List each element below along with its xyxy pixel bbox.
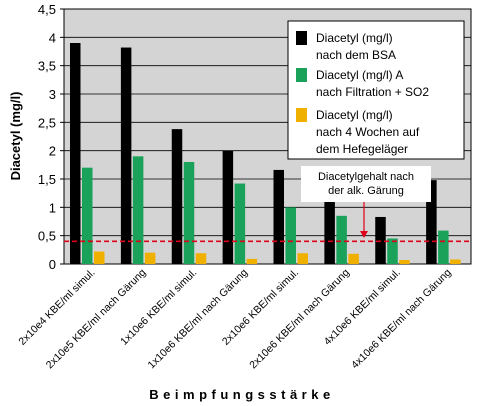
bar-series-1 (273, 169, 284, 264)
y-tick-label: 1,5 (38, 172, 56, 187)
category-label: 2x10e5 KBE/ml nach Gärung (44, 267, 149, 372)
bar-series-2 (387, 238, 398, 264)
y-axis-ticks: 0 0,5 1 1,5 2 2,5 3 3,5 4 4,5 (38, 2, 64, 272)
legend-label-2: Diacetyl (mg/l) A (316, 68, 403, 82)
legend-label-1: nach dem BSA (316, 48, 396, 62)
bar-series-2 (82, 167, 93, 264)
bar-series-1 (426, 180, 437, 264)
bar-series-3 (399, 260, 410, 264)
bar-series-2 (132, 156, 144, 264)
annotation-line-1: Diacetylgehalt nach (318, 171, 414, 183)
legend-swatch-3 (296, 108, 307, 122)
bar-series-2 (285, 207, 296, 264)
y-tick-label: 0 (49, 257, 56, 272)
bar-series-1 (324, 201, 335, 264)
legend-swatch-2 (296, 68, 307, 82)
x-axis-category-labels: 2x10e4 KBE/ml simul.2x10e5 KBE/ml nach G… (16, 267, 453, 372)
category-label: 2x10e6 KBE/ml nach Gärung (247, 267, 352, 372)
y-tick-label: 2,5 (38, 115, 56, 130)
y-tick-label: 3,5 (38, 59, 56, 74)
legend-label-3: Diacetyl (mg/l) (316, 108, 393, 122)
y-tick-label: 2 (49, 144, 56, 159)
legend-label-3: dem Hefegeläger (316, 142, 408, 156)
bar-series-1 (375, 216, 386, 264)
bar-series-2 (438, 230, 449, 264)
bar-series-3 (450, 259, 461, 264)
bar-series-2 (234, 183, 246, 264)
y-tick-label: 4 (49, 30, 56, 45)
annotation-box (301, 166, 431, 202)
y-tick-label: 0,5 (38, 229, 56, 244)
bar-series-1 (171, 129, 183, 264)
bar-series-1 (222, 150, 234, 264)
legend-label-1: Diacetyl (mg/l) (316, 31, 393, 45)
category-label: 1x10e6 KBE/ml nach Gärung (146, 267, 251, 372)
bar-series-3 (297, 253, 308, 264)
bar-series-3 (246, 258, 258, 264)
legend-box (287, 20, 465, 160)
x-axis-label: Beimpfungsstärke (149, 387, 334, 402)
bar-series-3 (348, 253, 359, 264)
reference-annotation: Diacetylgehalt nach der alk. Gärung (301, 166, 431, 238)
legend-label-3: nach 4 Wochen auf (316, 125, 420, 139)
annotation-line-2: der alk. Gärung (328, 185, 404, 197)
bar-series-3 (195, 253, 207, 264)
bars (70, 43, 461, 265)
bar-series-3 (94, 251, 105, 264)
y-tick-label: 4,5 (38, 2, 56, 17)
bar-series-1 (120, 47, 132, 265)
bar-series-3 (144, 252, 156, 264)
category-label: 4x10e6 KBE/ml nach Gärung (349, 267, 454, 372)
legend-label-2: nach Filtration + SO2 (316, 85, 429, 99)
y-tick-label: 3 (49, 87, 56, 102)
bar-series-2 (336, 215, 347, 264)
legend: Diacetyl (mg/l) nach dem BSA Diacetyl (mg/… (287, 20, 465, 160)
bar-series-1 (70, 43, 81, 264)
bar-series-2 (183, 162, 195, 264)
annotation-arrowhead (360, 231, 368, 238)
y-axis-label: Diacetyl (mg/l) (8, 92, 23, 181)
y-tick-label: 1 (49, 200, 56, 215)
legend-swatch-1 (296, 31, 307, 45)
